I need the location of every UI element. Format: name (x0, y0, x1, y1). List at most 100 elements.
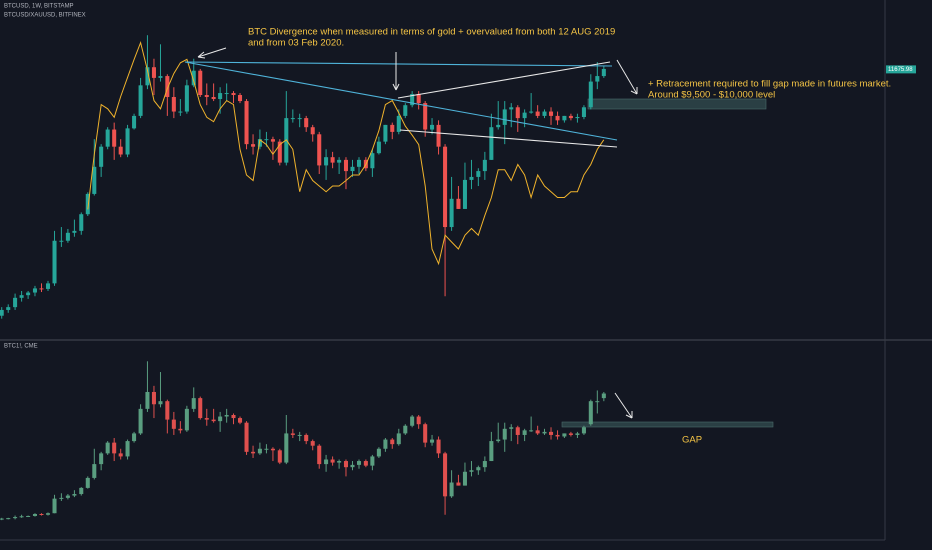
candle-body (449, 482, 454, 497)
candle-body (462, 179, 467, 209)
candle-body (290, 433, 295, 435)
candle-body (588, 401, 593, 425)
candle-body (218, 93, 223, 100)
candle-body (317, 445, 322, 465)
candle-body (184, 85, 189, 112)
candle-body (350, 464, 355, 468)
candle-body (231, 93, 236, 96)
candle-body (32, 288, 37, 293)
candle-body (92, 166, 97, 194)
arrow (392, 52, 400, 91)
legend-entry: BTCUSD, 1W, BITSTAMP (4, 4, 74, 10)
candle-body (178, 428, 183, 431)
candle-body (443, 146, 448, 228)
candle-body (502, 428, 507, 440)
price-label: 11675.98 (888, 67, 913, 73)
candle-body (515, 427, 520, 435)
candle-body (277, 141, 282, 163)
candle-body (310, 441, 315, 446)
annotation: BTC Divergence when measured in terms of… (248, 27, 615, 38)
candle-body (350, 166, 355, 172)
candle-body (430, 439, 435, 443)
candle-body (125, 441, 130, 457)
gap-box (587, 98, 767, 110)
candle-body (0, 518, 4, 520)
candle-body (509, 427, 514, 429)
candle-body (231, 415, 236, 419)
candle-body (204, 95, 209, 98)
ratio-line (87, 40, 605, 266)
candle-body (542, 111, 547, 116)
drawings (184, 47, 638, 419)
candle-body (118, 453, 123, 457)
trendline (397, 61, 611, 99)
candle-body (456, 482, 461, 486)
candle-body (6, 518, 11, 520)
candle-body (99, 146, 104, 167)
candle-body (145, 391, 150, 409)
candle-body (555, 434, 560, 437)
candle-body (330, 459, 335, 463)
candle-body (85, 477, 90, 488)
candle-body (482, 461, 487, 468)
candle-body (178, 111, 183, 113)
candle-body (304, 118, 309, 128)
annotation: + Retracement required to fill gap made … (648, 79, 891, 90)
candle-body (238, 95, 243, 102)
candle-body (403, 105, 408, 116)
candle-body (99, 453, 104, 465)
candle-body (52, 498, 57, 514)
candle-body (26, 515, 31, 517)
candle-body (522, 112, 527, 119)
candle-body (132, 433, 137, 442)
trendline (184, 61, 618, 141)
candle-body (257, 139, 262, 147)
candle-body (423, 424, 428, 443)
candle-body (45, 513, 51, 515)
candle-body (396, 433, 401, 445)
candle-body (410, 94, 415, 106)
candle-body (297, 434, 302, 436)
candle-body (39, 513, 44, 515)
candle-body (105, 442, 110, 454)
trendline (399, 129, 618, 148)
candle-body (430, 124, 435, 130)
candle-body (211, 419, 216, 422)
candle-body (588, 81, 593, 108)
annotation: Around $9,500 - $10,000 level (648, 90, 775, 101)
candle-body (125, 128, 130, 155)
candle-body (112, 129, 117, 147)
candle-body (26, 292, 31, 296)
candle-body (191, 70, 196, 86)
candle-body (416, 416, 421, 425)
candle-body (356, 159, 362, 167)
candle-body (304, 434, 309, 442)
candle-body (19, 516, 24, 518)
candle-body (489, 127, 494, 160)
candle-body (370, 153, 375, 169)
candle-body (59, 497, 64, 499)
candle-body (264, 139, 269, 141)
candle-body (165, 76, 170, 98)
candle-body (138, 85, 143, 116)
candle-body (396, 115, 401, 132)
candle-body (509, 107, 514, 110)
candle-body (423, 103, 428, 130)
candle-body (324, 459, 329, 465)
candle-body (502, 109, 507, 125)
candle-body (45, 283, 51, 289)
candle-body (238, 418, 243, 423)
candle-body (52, 240, 57, 284)
candle-body (198, 70, 203, 96)
marks (0, 35, 606, 521)
candle-body (297, 118, 302, 120)
candle-body (277, 450, 282, 463)
candle-body (496, 124, 501, 128)
candle-body (72, 494, 77, 496)
legend-entry: BTCUSD/XAUUSD, BITFINEX (4, 13, 86, 19)
candle-body (535, 430, 540, 434)
candle-body (224, 415, 229, 417)
candle-body (165, 401, 170, 420)
candle-body (542, 431, 547, 434)
